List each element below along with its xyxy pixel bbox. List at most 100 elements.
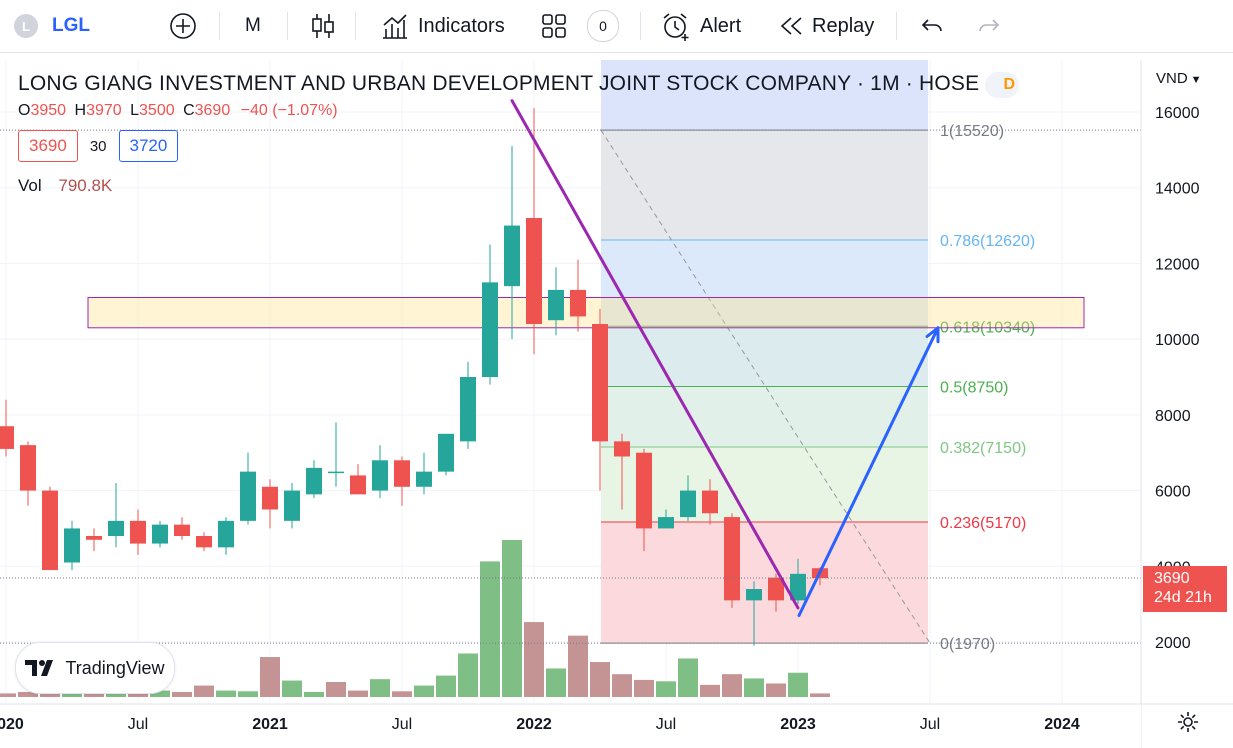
chart-legend: LONG GIANG INVESTMENT AND URBAN DEVELOPM… (18, 72, 979, 196)
low-value: 3500 (139, 102, 175, 119)
close-label: C (183, 102, 195, 119)
candle-body (64, 528, 80, 563)
redo-icon (979, 19, 1000, 32)
volume-bar (282, 680, 302, 697)
candle-body (20, 445, 36, 491)
price-tick-label: 14000 (1155, 181, 1200, 198)
candle-body (680, 490, 696, 518)
candle-body (438, 433, 454, 472)
time-tick-label: Jul (656, 716, 676, 733)
candle-body (174, 524, 190, 536)
volume-bar (546, 668, 566, 697)
layout-button[interactable] (540, 0, 568, 52)
fib-level-label: 0.236(5170) (940, 515, 1026, 532)
candle-body (724, 517, 740, 601)
tradingview-logo[interactable]: TradingView (15, 642, 175, 694)
d-badge-label: D (1003, 76, 1015, 93)
interval-label: M (245, 15, 261, 36)
candle-body (768, 577, 784, 601)
volume-bar (634, 679, 654, 697)
candle-body (746, 589, 762, 601)
volume-bar (370, 679, 390, 697)
fib-band (601, 239, 928, 327)
volume-bar (414, 685, 434, 697)
price-axis-panel (1141, 60, 1233, 748)
downtrend-line (510, 99, 800, 610)
fib-level-label: 0.786(12620) (940, 233, 1035, 250)
volume-bar (260, 657, 280, 697)
compare-add-button[interactable] (168, 0, 198, 52)
tradingview-logo-icon (25, 660, 54, 676)
candle-body (306, 467, 322, 495)
volume-bar (656, 681, 676, 697)
bar-countdown: 24d 21h (1154, 589, 1212, 606)
volume-bar (326, 682, 346, 697)
settings-gear[interactable] (1176, 710, 1200, 739)
time-tick-label: 2022 (516, 716, 552, 733)
currency-label: VND (1156, 70, 1188, 87)
divider (896, 12, 897, 40)
price-tick-label: 6000 (1155, 484, 1191, 501)
volume-bar (392, 691, 412, 697)
fib-level-label: 0.382(7150) (940, 440, 1026, 457)
bid-ask-row: 3690 30 3720 (18, 130, 979, 162)
price-tick-label: 16000 (1155, 105, 1200, 122)
open-value: 3950 (30, 102, 67, 119)
candle-body (636, 452, 652, 529)
open-label: O (18, 102, 31, 119)
high-label: H (74, 102, 87, 119)
symbol-name: LGL (52, 15, 90, 36)
candle-body (460, 377, 476, 442)
time-tick-label: Jul (920, 716, 940, 733)
candle-body (218, 520, 234, 548)
grid-layout-icon (542, 14, 566, 38)
undo-icon (921, 19, 942, 32)
replay-label: Replay (812, 14, 875, 37)
candle-body (526, 218, 542, 324)
replay-button[interactable]: Replay (778, 0, 874, 52)
volume-bar (150, 690, 170, 697)
candle-body (372, 460, 388, 491)
candle-body (196, 536, 212, 548)
volume-bar (722, 674, 742, 697)
undo-button[interactable] (919, 0, 945, 52)
volume-bar (172, 692, 192, 697)
symbol-search-button[interactable]: L LGL (14, 0, 90, 52)
divider (640, 12, 641, 40)
candle-body (240, 471, 256, 521)
volume-bar (744, 678, 764, 697)
close-value: 3690 (194, 102, 231, 119)
divider (219, 12, 220, 40)
candle-body (130, 520, 146, 544)
candle-body (570, 289, 586, 317)
chart-type-button[interactable] (310, 0, 336, 52)
fib-extension-band (601, 60, 928, 131)
volume-value: 790.8K (58, 176, 113, 195)
buy-button[interactable]: 3720 (118, 130, 179, 162)
volume-bar (458, 653, 478, 697)
sell-button[interactable]: 3690 (18, 130, 78, 162)
volume-bar (0, 693, 16, 697)
volume-bar (788, 672, 808, 697)
volume-bar (194, 685, 214, 697)
candle-body (0, 426, 14, 449)
rewind-icon (780, 17, 802, 35)
candle-body (262, 486, 278, 510)
count-badge[interactable]: 0 (587, 0, 619, 52)
price-tick-label: 10000 (1155, 332, 1200, 349)
candles-icon (312, 14, 334, 38)
candle-body (284, 490, 300, 521)
interval-button[interactable]: M (245, 0, 261, 52)
data-status-badge[interactable]: D (985, 72, 1019, 98)
fib-band (601, 326, 928, 387)
fib-band (601, 130, 928, 240)
spread-value: 30 (89, 137, 107, 155)
indicators-button[interactable]: Indicators (380, 0, 505, 52)
redo-button[interactable] (976, 0, 1002, 52)
volume-bar (524, 622, 544, 697)
alert-button[interactable]: Alert (660, 0, 741, 52)
volume-bar (238, 691, 258, 697)
volume-bar (348, 690, 368, 697)
currency-selector[interactable]: VND ▼ (1156, 70, 1202, 87)
